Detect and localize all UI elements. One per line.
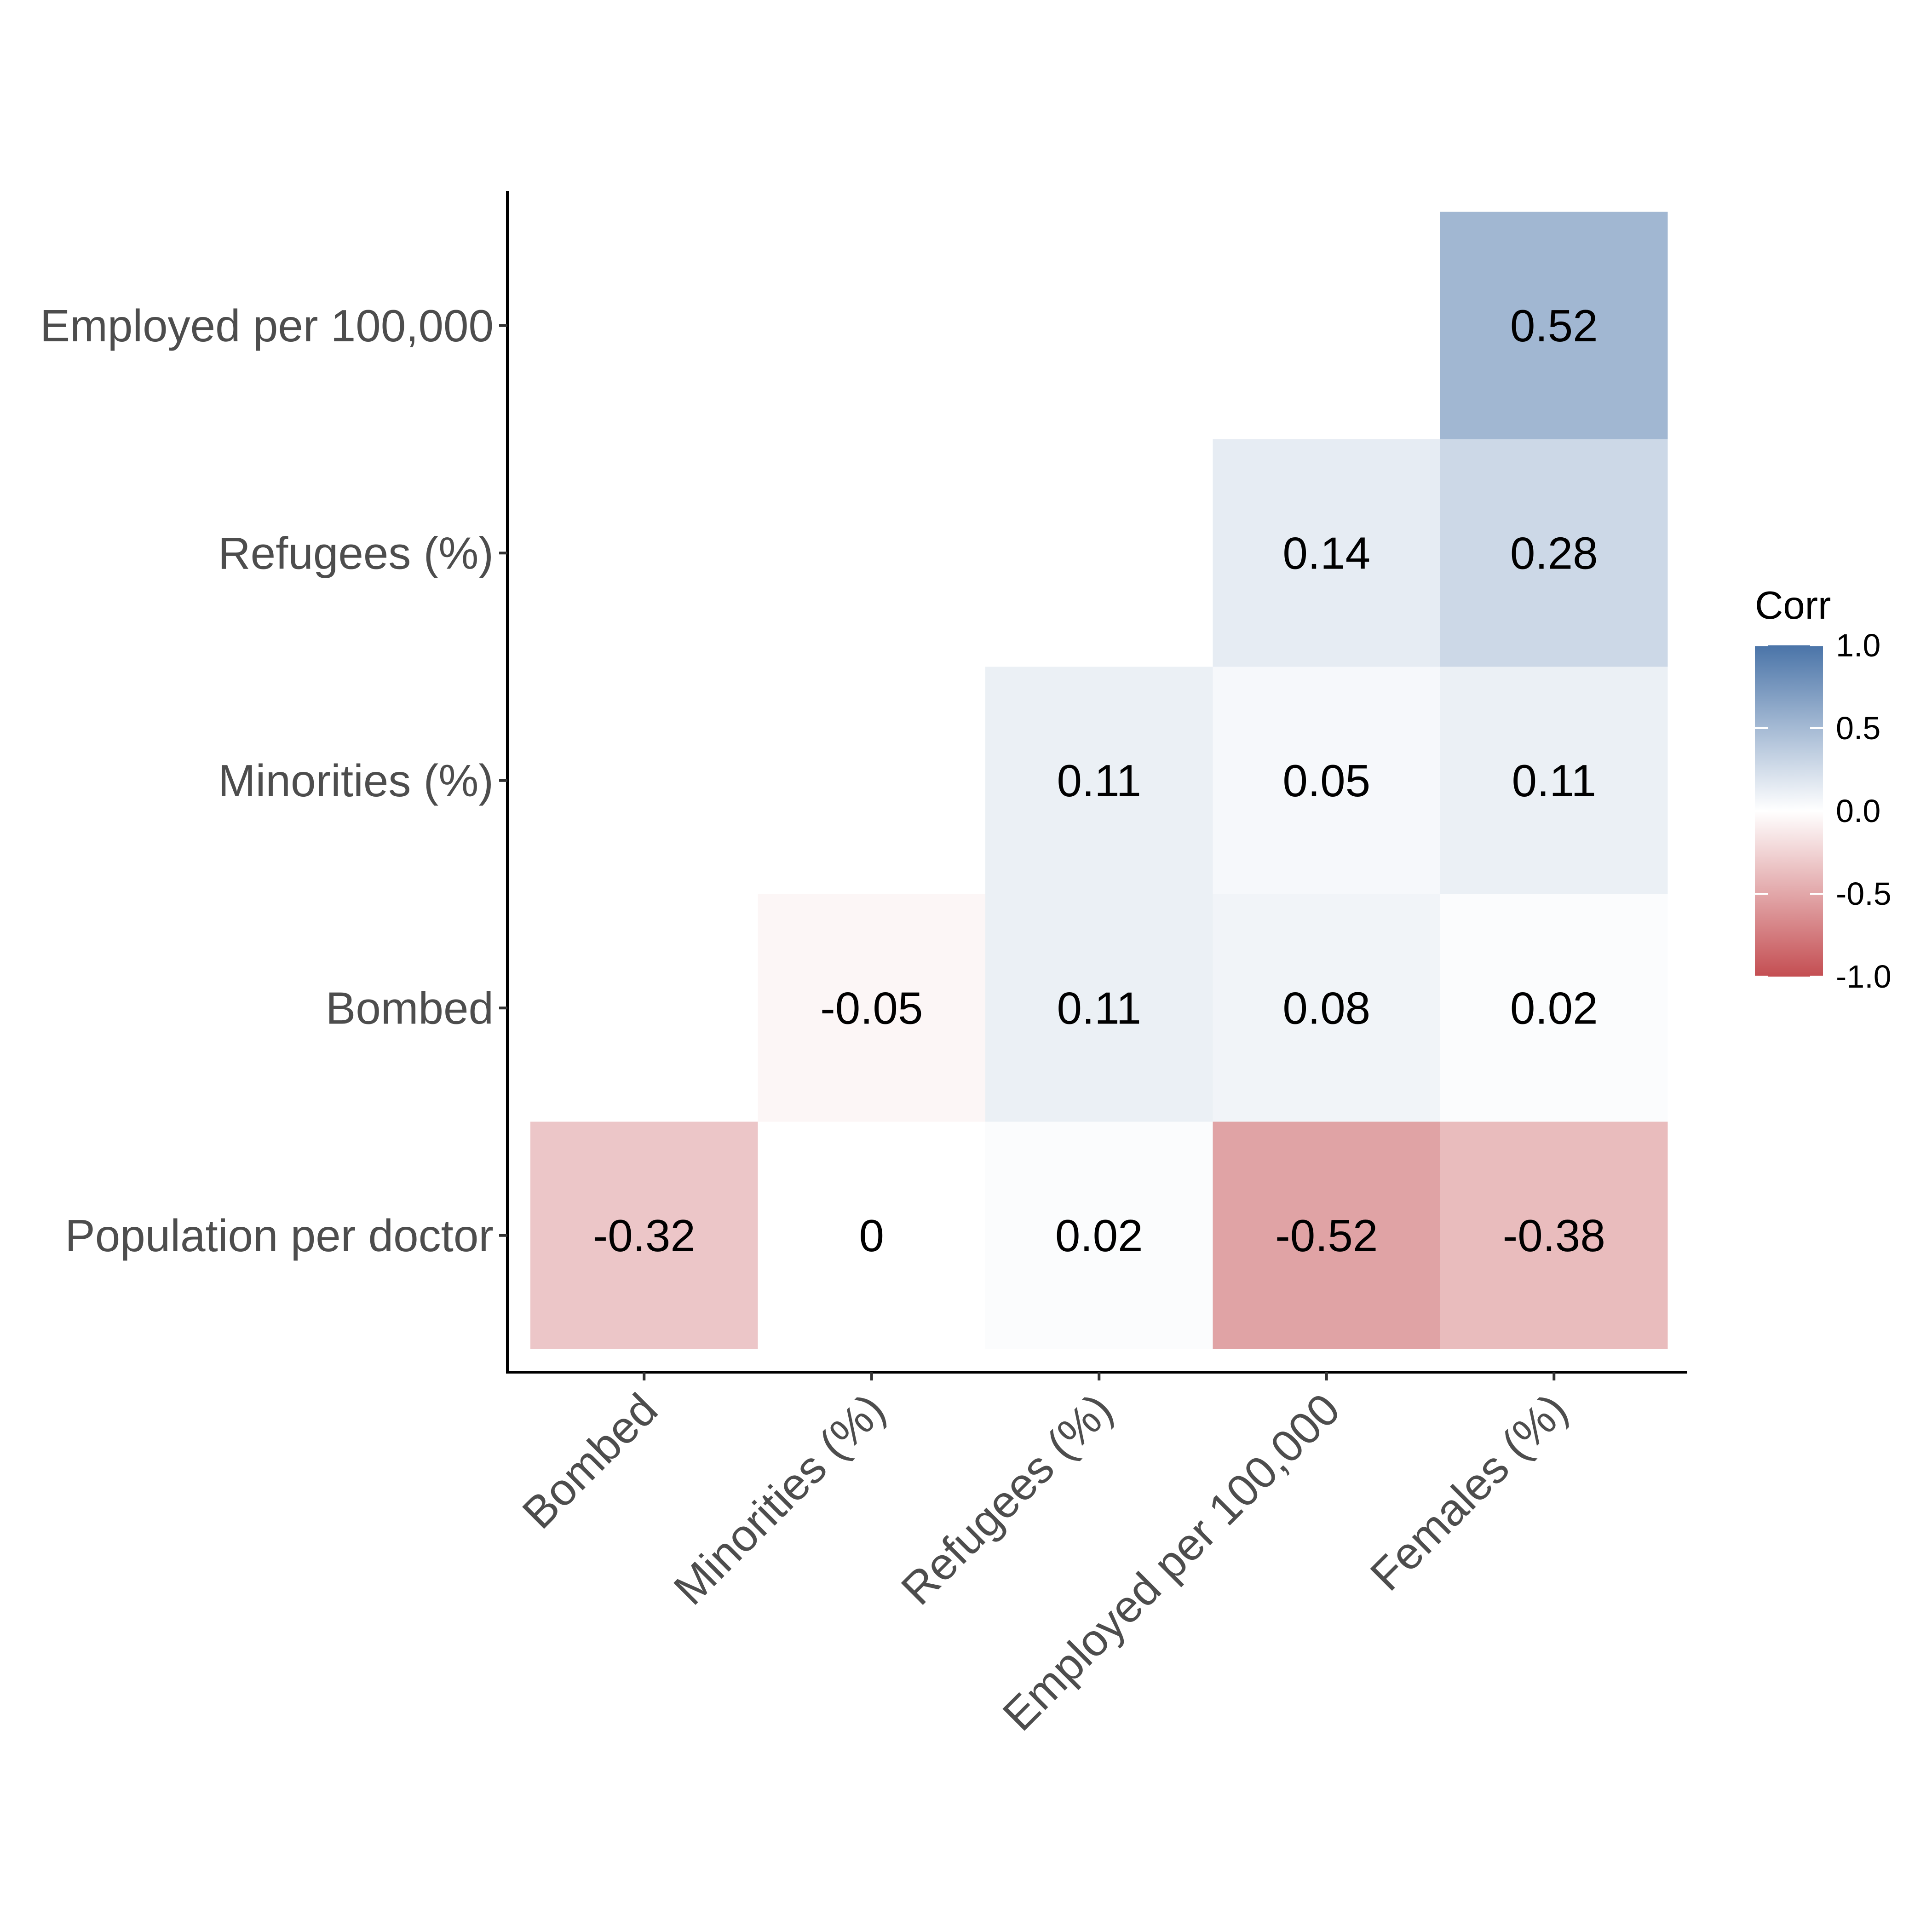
cell-value-label: 0.11 bbox=[1512, 755, 1596, 806]
x-tick-label: Minorities (%) bbox=[664, 1384, 894, 1614]
cell-value-label: 0.02 bbox=[1510, 983, 1598, 1033]
cell-value-label: 0.28 bbox=[1510, 528, 1598, 578]
cell-value-label: 0.02 bbox=[1055, 1210, 1143, 1261]
heatmap-cells: -0.32 0 0.02 -0.52 -0.38 -0.05 0.11 0.08 0.02 0.1… bbox=[530, 212, 1668, 1349]
heatmap-cell bbox=[758, 894, 985, 1122]
legend-tick-label: -0.5 bbox=[1836, 876, 1892, 912]
cell-value-label: 0.08 bbox=[1282, 983, 1370, 1033]
heatmap-cell bbox=[758, 1121, 985, 1349]
heatmap-cell bbox=[985, 667, 1213, 894]
y-tick-label: Refugees (%) bbox=[218, 528, 494, 578]
cell-value-label: 0.52 bbox=[1510, 300, 1598, 351]
x-tick-label: Females (%) bbox=[1361, 1384, 1577, 1600]
cell-value-label: 0.11 bbox=[1057, 983, 1141, 1033]
y-tick-label: Bombed bbox=[326, 983, 494, 1033]
heatmap-cell bbox=[1440, 1121, 1668, 1349]
cell-value-label: 0.11 bbox=[1057, 755, 1141, 806]
heatmap-cell bbox=[1440, 667, 1668, 894]
heatmap-cell bbox=[1213, 667, 1440, 894]
legend-title: Corr bbox=[1755, 584, 1831, 627]
legend-tick-label: 0.0 bbox=[1836, 793, 1880, 829]
legend-tick-label: -1.0 bbox=[1836, 959, 1892, 995]
heatmap-cell bbox=[1213, 1121, 1440, 1349]
x-tick-label: Refugees (%) bbox=[891, 1384, 1122, 1614]
x-tick-label: Bombed bbox=[512, 1384, 667, 1538]
cell-value-label: -0.38 bbox=[1503, 1210, 1605, 1261]
cell-value-label: -0.32 bbox=[593, 1210, 696, 1261]
cell-value-label: 0 bbox=[859, 1210, 884, 1261]
y-tick-label: Minorities (%) bbox=[218, 755, 494, 806]
cell-value-label: -0.05 bbox=[820, 983, 923, 1033]
heatmap-cell bbox=[985, 894, 1213, 1122]
heatmap-cell bbox=[1440, 212, 1668, 439]
heatmap-cell bbox=[985, 1121, 1213, 1349]
heatmap-cell bbox=[1440, 439, 1668, 667]
heatmap-cell bbox=[1213, 439, 1440, 667]
heatmap-cell bbox=[530, 1121, 758, 1349]
cell-value-label: 0.14 bbox=[1282, 528, 1370, 578]
heatmap-cell bbox=[1440, 894, 1668, 1122]
heatmap-cell bbox=[1213, 894, 1440, 1122]
y-tick-label: Population per doctor bbox=[65, 1210, 494, 1261]
y-tick-label: Employed per 100,000 bbox=[40, 300, 494, 351]
legend-tick-label: 1.0 bbox=[1836, 627, 1880, 663]
cell-value-label: -0.52 bbox=[1275, 1210, 1378, 1261]
cell-value-label: 0.05 bbox=[1282, 755, 1370, 806]
legend-tick-label: 0.5 bbox=[1836, 710, 1880, 746]
